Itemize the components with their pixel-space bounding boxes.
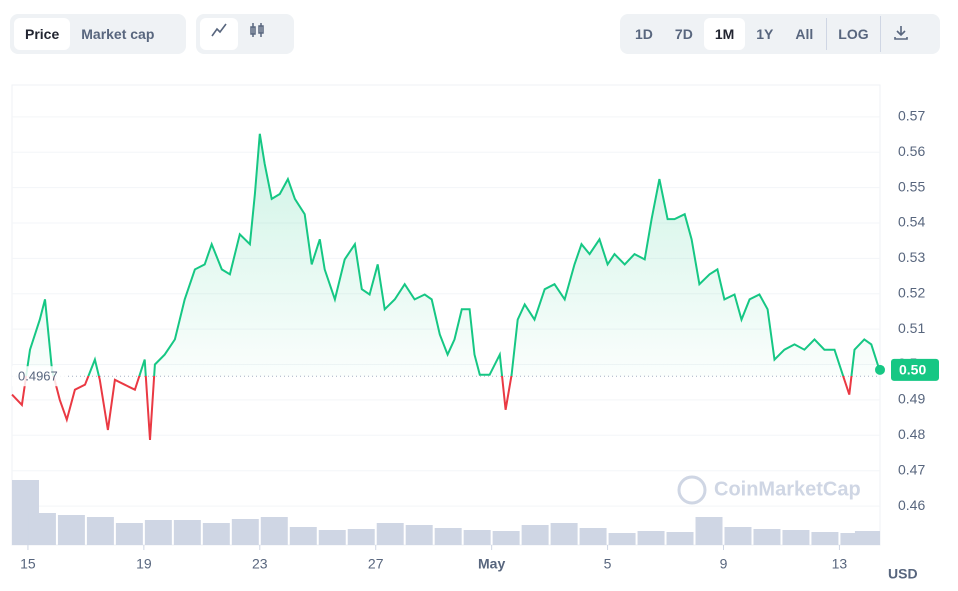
volume-bar: [492, 531, 520, 545]
watermark-logo: [677, 475, 707, 505]
volume-bar: [695, 517, 723, 545]
baseline-label: 0.4967: [18, 369, 58, 384]
volume-bar: [579, 528, 607, 545]
volume-bar: [86, 517, 114, 545]
y-tick-label: 0.5: [898, 355, 918, 371]
volume-bar: [12, 480, 39, 545]
x-tick-label: 13: [832, 556, 848, 572]
x-tick-label: 15: [20, 556, 36, 572]
volume-bar: [28, 513, 56, 545]
range-tabs: 1D 7D 1M 1Y All LOG: [620, 14, 940, 54]
tab-button[interactable]: Price: [14, 18, 71, 50]
y-tick-label: 0.53: [898, 249, 925, 265]
x-tick-label: 19: [136, 556, 152, 572]
volume-bar: [840, 533, 868, 545]
volume-bar: [376, 523, 404, 545]
y-tick-label: 0.57: [898, 108, 925, 124]
price-area: [12, 133, 880, 377]
current-price-label: 0.50: [899, 362, 926, 378]
volume-bar: [231, 519, 259, 545]
volume-bar: [854, 531, 880, 545]
y-unit: USD: [888, 566, 918, 582]
y-tick-label: 0.55: [898, 178, 925, 194]
x-tick-label: 9: [720, 556, 728, 572]
volume-bar: [173, 520, 201, 545]
volume-bar: [753, 529, 781, 545]
tab-button[interactable]: 1Y: [756, 26, 774, 42]
x-tick-label: 5: [604, 556, 612, 572]
line-style-button[interactable]: [200, 18, 238, 50]
y-tick-label: 0.56: [898, 143, 925, 159]
tab-button[interactable]: Market cap: [81, 26, 155, 42]
volume-bar: [608, 533, 636, 545]
volume-bar: [724, 527, 752, 545]
y-tick-label: 0.49: [898, 391, 925, 407]
volume-bar: [115, 523, 143, 545]
volume-bar: [550, 523, 578, 545]
watermark: CoinMarketCap: [714, 478, 861, 500]
candle-style-button[interactable]: [238, 18, 276, 50]
volume-bar: [289, 527, 317, 545]
volume-bar: [637, 531, 665, 545]
x-tick-label: 23: [252, 556, 268, 572]
volume-bar: [318, 530, 346, 545]
current-price-bg: [891, 358, 939, 381]
volume-bar: [521, 525, 549, 545]
chart-style-tabs: [196, 14, 294, 54]
y-tick-label: 0.48: [898, 426, 925, 442]
y-tick-label: 0.54: [898, 214, 925, 230]
price-line: [11, 133, 881, 440]
volume-bar: [666, 532, 694, 545]
y-tick-label: 0.52: [898, 284, 925, 300]
volume-bar: [57, 515, 85, 545]
view-tabs: Price Market cap: [10, 14, 186, 54]
baseline-label-bg: [12, 366, 68, 387]
tab-button[interactable]: 1M: [703, 18, 746, 50]
y-tick-label: 0.51: [898, 320, 925, 336]
tab-button[interactable]: 1D: [635, 26, 653, 42]
y-tick-label: 0.46: [898, 497, 925, 513]
volume-bar: [202, 523, 230, 545]
tab-button[interactable]: 7D: [674, 26, 693, 42]
volume-bar: [782, 530, 810, 545]
tab-button[interactable]: All: [795, 26, 814, 42]
current-dot: [875, 364, 885, 375]
volume-bar: [434, 528, 462, 545]
volume-bar: [463, 530, 491, 545]
download-button[interactable]: [879, 16, 921, 52]
y-tick-label: 0.47: [898, 461, 925, 477]
tab-button[interactable]: LOG: [826, 18, 879, 50]
volume-bar: [405, 525, 433, 545]
x-tick-label: 27: [368, 556, 384, 572]
volume-bar: [260, 517, 288, 545]
plot-frame: [11, 84, 881, 546]
volume-bar: [347, 529, 375, 545]
x-tick-label: May: [478, 556, 505, 572]
volume-bar: [144, 520, 172, 545]
volume-bar: [811, 532, 839, 545]
